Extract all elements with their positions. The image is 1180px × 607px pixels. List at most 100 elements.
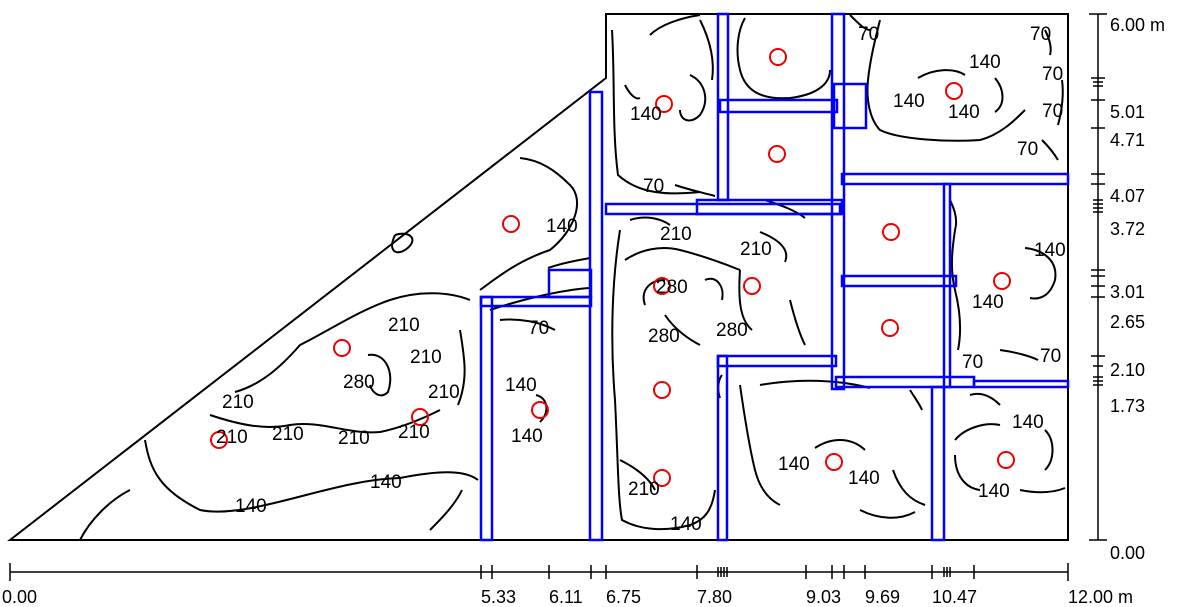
contour-line <box>629 216 671 226</box>
contour-label: 70 <box>1017 139 1038 160</box>
luminaire-marker <box>743 277 761 295</box>
isolux-contours <box>79 14 1066 541</box>
luminaire-marker <box>655 95 673 113</box>
y-tick-label: 3.72 <box>1110 219 1145 239</box>
contour-line <box>642 279 666 306</box>
contour-label: 140 <box>1012 412 1044 433</box>
contour-label: 140 <box>511 426 543 447</box>
luminaire-marker <box>502 215 520 233</box>
contour-label: 210 <box>388 315 420 336</box>
wall <box>972 379 1070 389</box>
contour-line <box>1041 139 1059 161</box>
luminaires <box>210 48 1015 487</box>
contour-line <box>209 409 441 434</box>
contour-label: 140 <box>778 454 810 475</box>
contour-line <box>917 69 966 79</box>
contour-line <box>457 329 466 406</box>
contour-label: 210 <box>272 424 304 445</box>
wall <box>588 90 604 542</box>
contour-label: 280 <box>343 372 375 393</box>
contour-line <box>759 379 871 389</box>
contour-line <box>1044 29 1052 56</box>
contour-line <box>624 84 641 100</box>
x-axis-labels: 0.00 5.33 6.11 6.75 7.80 9.03 9.69 10.47… <box>2 587 1133 607</box>
contour-line <box>1019 487 1066 494</box>
contour-line <box>866 19 1026 142</box>
contour-line <box>649 14 701 36</box>
y-tick-label: 3.01 <box>1110 282 1145 302</box>
contour-line <box>738 269 753 331</box>
contour-line <box>892 469 926 506</box>
luminaire-marker <box>411 408 429 426</box>
x-tick-label: 9.03 <box>806 587 841 607</box>
contour-label: 210 <box>628 479 660 500</box>
contour-label: 140 <box>969 52 1001 73</box>
contour-line <box>949 199 962 351</box>
contour-line <box>954 423 1001 441</box>
contour-label: 140 <box>670 514 702 535</box>
contour-label: 210 <box>222 392 254 413</box>
luminaire-marker <box>825 453 843 471</box>
luminaire-marker <box>653 469 671 487</box>
contour-label: 70 <box>962 352 983 373</box>
y-tick-label: 6.00 m <box>1110 15 1165 35</box>
x-tick-label: 6.11 <box>549 587 583 607</box>
wall <box>479 295 593 308</box>
y-tick-label: 0.00 <box>1110 543 1145 563</box>
y-tick-label: 1.73 <box>1110 396 1145 416</box>
x-tick-label: 7.80 <box>697 587 732 607</box>
contour-label: 210 <box>428 382 460 403</box>
contour-label: 140 <box>848 468 880 489</box>
contour-label: 140 <box>893 91 925 112</box>
contour-line <box>611 229 716 531</box>
contour-line <box>704 277 724 301</box>
contour-label: 140 <box>630 104 662 125</box>
x-tick-label: 9.69 <box>865 587 900 607</box>
contour-label: 140 <box>972 292 1004 313</box>
contour-label: 280 <box>648 326 680 347</box>
x-tick-label: 0.00 <box>2 587 37 607</box>
contour-line <box>849 14 871 31</box>
contour-label: 70 <box>858 24 879 45</box>
wall <box>716 354 838 368</box>
contour-line <box>429 489 463 531</box>
contour-line <box>736 17 831 100</box>
contour-line <box>789 299 806 346</box>
contour-line <box>1057 79 1064 126</box>
wall <box>832 82 868 130</box>
contour-label: 70 <box>1040 346 1061 367</box>
contour-label: 210 <box>398 422 430 443</box>
contour-line <box>1044 429 1054 471</box>
luminaire-marker <box>882 223 900 241</box>
luminaire-marker <box>210 431 228 449</box>
wall <box>830 12 846 391</box>
contour-line <box>624 247 741 271</box>
y-tick-label: 2.65 <box>1110 312 1145 332</box>
contour-line <box>619 459 656 491</box>
contour-line <box>679 74 707 122</box>
contour-line <box>674 184 716 197</box>
contour-line <box>547 257 591 269</box>
partition-walls <box>479 12 1070 542</box>
contour-label: 140 <box>370 472 402 493</box>
contour-label: 70 <box>528 318 549 339</box>
x-axis <box>9 563 1069 581</box>
contour-line <box>234 292 471 393</box>
luminaire-marker <box>333 339 351 357</box>
luminaire-marker <box>945 82 963 100</box>
contour-label: 210 <box>660 224 692 245</box>
contour-label: 280 <box>656 277 688 298</box>
x-tick-label: 12.00 m <box>1068 587 1133 607</box>
y-axis-labels: 0.00 1.73 2.10 2.65 3.01 3.72 4.07 4.71 … <box>1110 15 1165 563</box>
luminaire-marker <box>769 48 787 66</box>
contour-line <box>954 454 981 491</box>
wall <box>479 295 494 542</box>
contour-label: 140 <box>546 216 578 237</box>
contour-line <box>79 489 131 541</box>
contour-line <box>391 232 414 254</box>
contour-label: 140 <box>978 481 1010 502</box>
contour-line <box>909 389 923 411</box>
contour-label: 140 <box>1034 240 1066 261</box>
y-axis <box>1089 13 1107 541</box>
